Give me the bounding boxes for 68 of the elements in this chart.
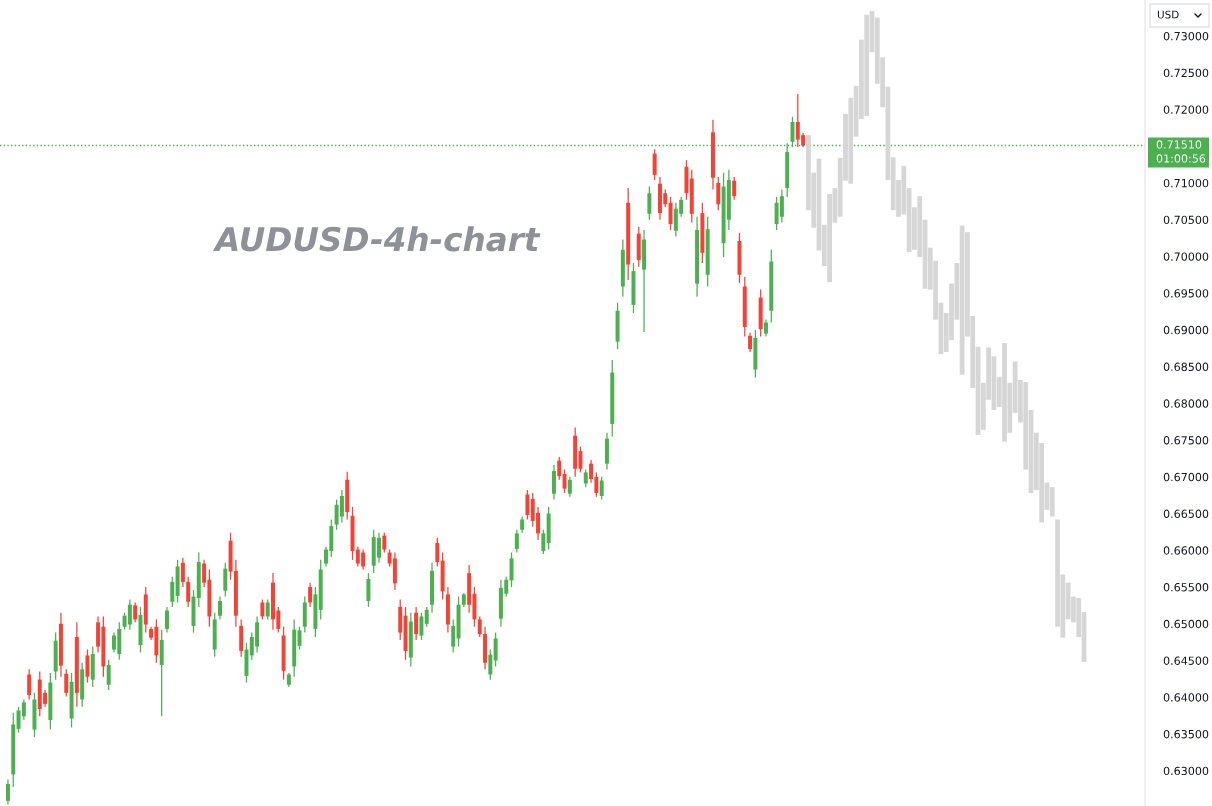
y-tick-label: 0.70500 bbox=[1163, 215, 1209, 225]
candlestick bbox=[170, 576, 175, 608]
y-tick-label: 0.69500 bbox=[1163, 289, 1209, 298]
y-tick-label: 0.68000 bbox=[1163, 399, 1209, 408]
y-tick-label: 0.72000 bbox=[1163, 105, 1209, 114]
candlestick bbox=[419, 612, 424, 641]
candlestick bbox=[652, 148, 657, 181]
candlestick bbox=[779, 188, 784, 224]
candlestick bbox=[477, 615, 482, 638]
candlestick bbox=[509, 551, 514, 588]
y-tick-label: 0.67000 bbox=[1163, 472, 1209, 482]
y-axis-title: USD bbox=[1157, 10, 1179, 19]
candlestick bbox=[488, 648, 493, 681]
ref-line-label: 0.71510 bbox=[1156, 140, 1202, 149]
candlestick bbox=[27, 668, 32, 701]
candlestick bbox=[382, 532, 387, 554]
candlestick bbox=[647, 185, 652, 221]
candlestick bbox=[493, 631, 498, 668]
candlestick bbox=[562, 468, 567, 494]
y-tick-label: 0.70000 bbox=[1163, 252, 1209, 261]
y-tick-label: 0.67500 bbox=[1163, 436, 1209, 445]
y-tick-label: 0.66500 bbox=[1163, 509, 1209, 518]
candlestick bbox=[716, 176, 721, 211]
candlestick bbox=[557, 456, 562, 481]
candlestick bbox=[414, 606, 419, 641]
y-tick-label: 0.71000 bbox=[1163, 178, 1209, 188]
candlestick bbox=[223, 562, 228, 598]
y-tick-label: 0.73000 bbox=[1163, 31, 1209, 41]
candlestick bbox=[64, 668, 69, 698]
candlestick bbox=[339, 489, 344, 524]
candlestick bbox=[525, 489, 530, 521]
y-tick-label: 0.63500 bbox=[1163, 729, 1209, 739]
candlestick bbox=[599, 476, 604, 501]
candlestick bbox=[106, 659, 111, 691]
candlestick bbox=[541, 529, 546, 555]
candlestick bbox=[732, 176, 737, 201]
candlestick bbox=[164, 606, 169, 634]
y-tick-label: 0.65500 bbox=[1163, 583, 1209, 592]
candlestick bbox=[435, 537, 440, 568]
candlestick bbox=[308, 582, 313, 608]
candlestick bbox=[551, 464, 556, 501]
candlestick bbox=[748, 332, 753, 353]
y-tick-label: 0.63000 bbox=[1163, 766, 1209, 776]
y-tick-label: 0.66000 bbox=[1163, 546, 1209, 555]
candlestick bbox=[186, 576, 191, 608]
candlestick bbox=[514, 529, 519, 554]
candlestick bbox=[567, 476, 572, 498]
candlestick bbox=[180, 557, 185, 588]
candlestick bbox=[451, 618, 456, 654]
y-tick-label: 0.64000 bbox=[1163, 693, 1209, 702]
y-tick-label: 0.69000 bbox=[1163, 325, 1209, 335]
candlestick bbox=[5, 778, 10, 806]
bar bbox=[1049, 487, 1055, 517]
candlestick bbox=[127, 598, 132, 631]
text: 01:00:56 bbox=[1156, 154, 1206, 163]
candlestick bbox=[85, 648, 90, 684]
candlestick bbox=[218, 595, 222, 621]
candlestick bbox=[260, 598, 265, 621]
y-tick-label: 0.68500 bbox=[1163, 362, 1209, 372]
candlestick bbox=[265, 598, 270, 621]
y-tick-label: 0.72500 bbox=[1163, 68, 1209, 78]
candlestick bbox=[133, 601, 138, 623]
candlestick bbox=[424, 606, 429, 628]
y-tick-label: 0.64500 bbox=[1163, 656, 1209, 665]
candlestick bbox=[366, 572, 371, 608]
y-tick-label: 0.65000 bbox=[1163, 619, 1209, 629]
candlestick bbox=[668, 196, 673, 231]
text: AUDUSD-4h-chart bbox=[212, 226, 541, 252]
